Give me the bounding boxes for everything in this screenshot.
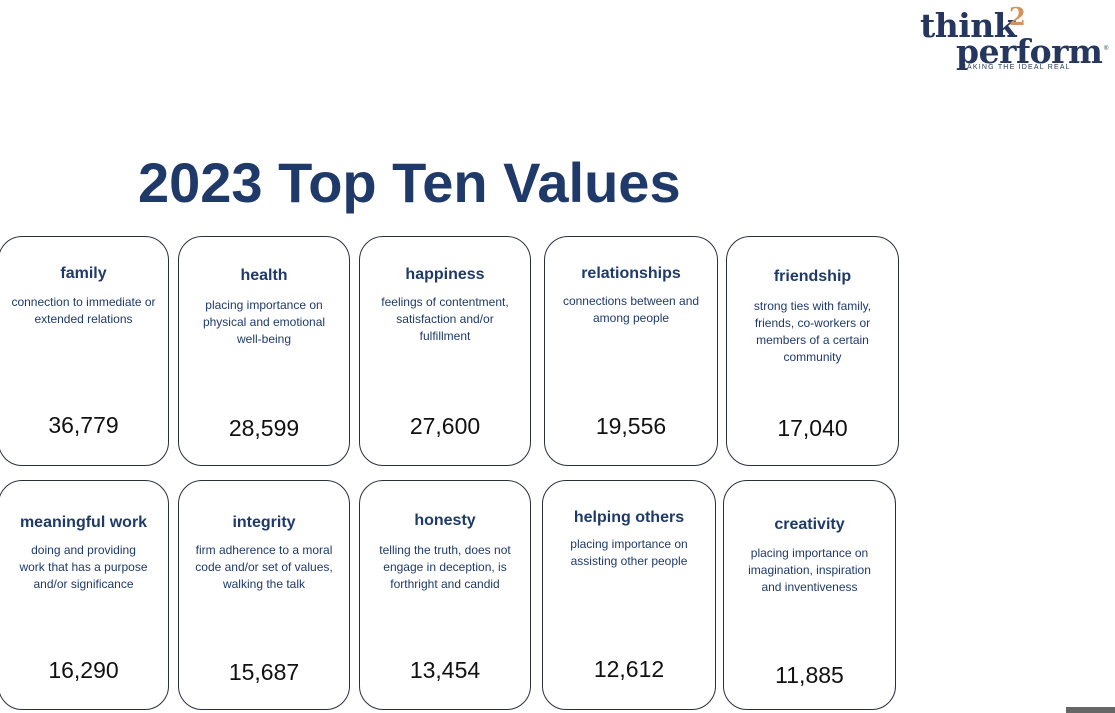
value-description: feelings of contentment, satisfaction an…: [381, 295, 509, 343]
corner-bar: [1066, 707, 1115, 713]
value-description: placing importance on imagination, inspi…: [748, 546, 871, 594]
value-card-meaningful-work: meaningful work doing and providing work…: [0, 480, 169, 710]
value-count: 12,612: [593, 656, 665, 682]
value-description: connection to immediate or extended rela…: [11, 295, 156, 326]
logo-think-text: think: [920, 6, 1017, 45]
value-description: placing importance on physical and emoti…: [202, 298, 326, 346]
value-count: 16,290: [48, 657, 119, 683]
value-card-family: family connection to immediate or extend…: [0, 236, 169, 466]
value-name: creativity: [774, 516, 845, 533]
value-name: health: [240, 267, 288, 284]
value-name: friendship: [773, 268, 852, 285]
value-count: 27,600: [409, 413, 481, 439]
value-card-health: health placing importance on physical an…: [178, 236, 350, 466]
slide-title: 2023 Top Ten Values: [138, 151, 681, 214]
value-card-integrity: integrity firm adherence to a moral code…: [178, 480, 350, 710]
value-card-honesty: honesty telling the truth, does not enga…: [359, 480, 531, 710]
value-description: firm adherence to a moral code and/or se…: [195, 543, 333, 591]
value-name: honesty: [414, 512, 476, 529]
value-name: relationships: [581, 265, 681, 282]
value-count: 19,556: [595, 413, 667, 439]
value-count: 36,779: [48, 412, 119, 438]
value-name: family: [60, 265, 107, 282]
value-name: helping others: [573, 509, 685, 526]
logo-perform-text: perform: [956, 32, 1103, 71]
value-description: connections between and among people: [562, 294, 700, 325]
logo-superscript-two: 2: [1009, 2, 1026, 31]
value-description: doing and providing work that has a purp…: [19, 543, 148, 591]
value-card-creativity: creativity placing importance on imagina…: [723, 480, 896, 710]
value-name: integrity: [232, 514, 296, 531]
value-name: happiness: [405, 266, 485, 283]
value-count: 13,454: [409, 657, 481, 683]
value-name: meaningful work: [19, 514, 148, 531]
logo-registered-mark: ®: [1104, 46, 1109, 52]
value-description: telling the truth, does not engage in de…: [379, 543, 511, 591]
value-card-happiness: happiness feelings of contentment, satis…: [359, 236, 531, 466]
value-count: 15,687: [228, 659, 300, 685]
think2perform-logo: think 2 perform ® MAKING THE IDEAL REAL: [920, 2, 1110, 76]
value-count: 28,599: [228, 415, 300, 441]
value-card-relationships: relationships connections between and am…: [544, 236, 718, 466]
value-description: strong ties with family, friends, co-wor…: [753, 299, 872, 364]
value-card-friendship: friendship strong ties with family, frie…: [726, 236, 899, 466]
value-card-helping-others: helping others placing importance on ass…: [542, 480, 716, 710]
value-count: 17,040: [777, 415, 848, 441]
value-description: placing importance on assisting other pe…: [570, 537, 688, 568]
value-count: 11,885: [775, 662, 844, 688]
logo-tagline: MAKING THE IDEAL REAL: [960, 64, 1071, 71]
